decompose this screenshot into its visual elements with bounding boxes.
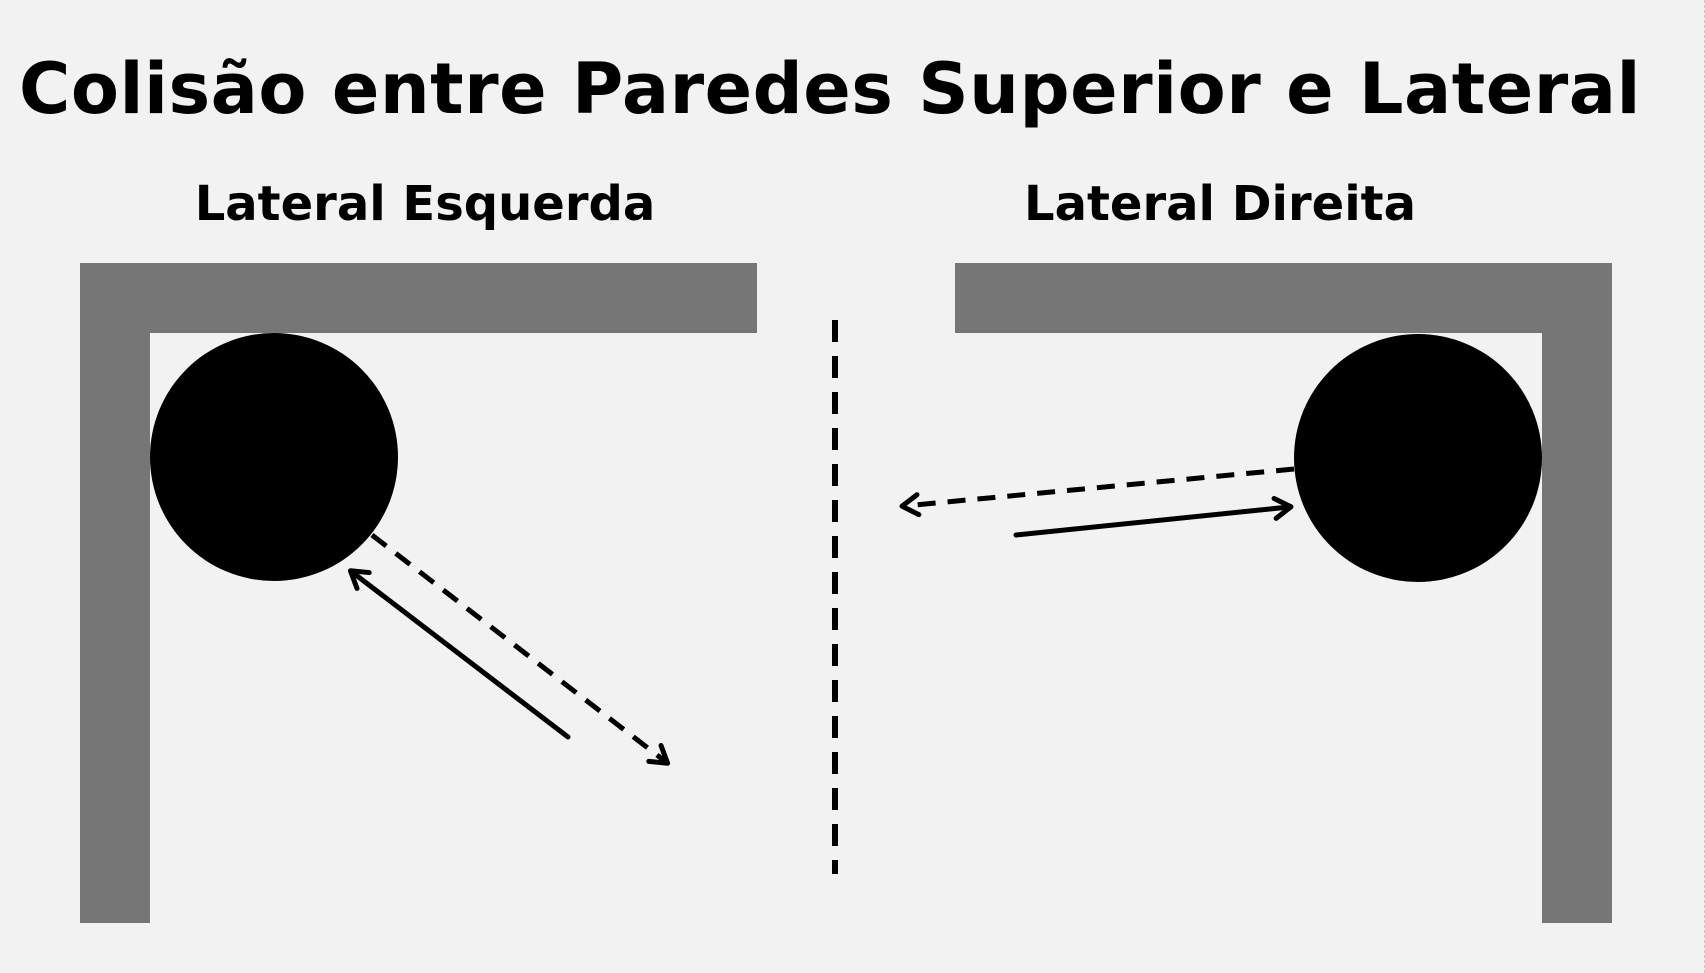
right-walls bbox=[955, 263, 1612, 923]
left-panel-ball bbox=[150, 333, 398, 581]
left-walls bbox=[80, 263, 757, 923]
right-panel-top-wall bbox=[955, 263, 1611, 333]
left-panel-side-wall bbox=[80, 263, 150, 923]
left-panel-label: Lateral Esquerda bbox=[194, 176, 656, 232]
right-panel-side-wall bbox=[1542, 263, 1612, 923]
left-outgoing-arrow bbox=[370, 533, 671, 766]
diagram-title: Colisão entre Paredes Superior e Lateral bbox=[19, 48, 1641, 130]
right-panel-label: Lateral Direita bbox=[1023, 176, 1416, 232]
left-incoming-arrow bbox=[347, 568, 571, 740]
left-panel-top-wall bbox=[80, 263, 757, 333]
right-panel-ball bbox=[1294, 334, 1542, 582]
right-outgoing-arrow bbox=[899, 466, 1295, 518]
right-incoming-arrow bbox=[1013, 495, 1294, 538]
